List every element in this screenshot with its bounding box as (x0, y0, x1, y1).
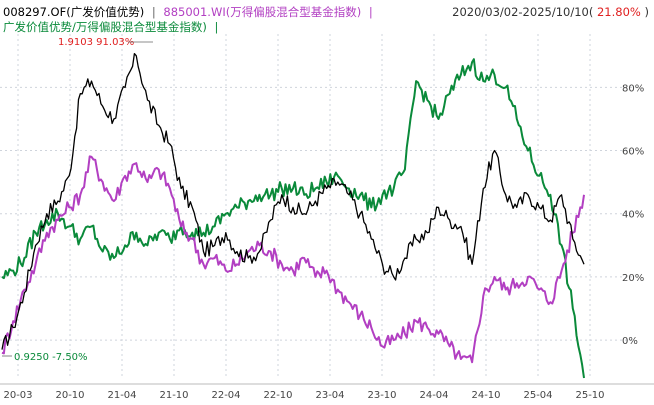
x-tick-label: 22-04 (211, 390, 240, 401)
svg-text:008297.OF(广发价值优势) |: 008297.OF(广发价值优势) | 885001.WI(万得偏股混合型基金指… (3, 5, 373, 19)
y-tick-label: 80% (622, 83, 644, 94)
date-range: 2020/03/02-2025/10/10( 21.80% ) (452, 5, 649, 19)
series-lines (1, 52, 585, 379)
series-line-2 (1, 58, 585, 379)
min-annotation: 0.9250 -7.50% (14, 352, 88, 363)
y-axis-ticks: 0% 20% 40% 60% 80% (622, 83, 644, 347)
series-line-0 (1, 52, 585, 350)
y-tick-label: 60% (622, 147, 644, 158)
x-tick-label: 24-10 (471, 390, 500, 401)
x-tick-label: 25-10 (575, 390, 604, 401)
legend-ratio-label: 广发价值优势/万得偏股混合型基金指数) (3, 20, 207, 34)
date-range-prefix: 2020/03/02-2025/10/10( (452, 5, 593, 19)
x-tick-label: 20-10 (55, 390, 84, 401)
annotations: 1.9103 91.03% 0.9250 -7.50% (2, 37, 153, 363)
svg-text:广发价值优势/万得偏股混合型基金指数) |: 广发价值优势/万得偏股混合型基金指数) | (3, 20, 218, 34)
header: 008297.OF(广发价值优势) | 885001.WI(万得偏股混合型基金指… (3, 5, 649, 34)
x-tick-label: 22-10 (263, 390, 292, 401)
y-tick-label: 40% (622, 210, 644, 221)
x-tick-label: 23-10 (367, 390, 396, 401)
series-line-1 (1, 155, 585, 364)
legend-index-label: 885001.WI(万得偏股混合型基金指数) (163, 5, 361, 19)
date-range-suffix: ) (645, 5, 650, 19)
legend-separator-2: | (369, 5, 373, 19)
x-axis-ticks: 20-03 20-10 21-04 21-10 22-04 22-10 23-04 23-10… (3, 390, 604, 401)
date-range-return: 21.80% (597, 5, 641, 19)
x-tick-label: 23-04 (315, 390, 344, 401)
x-tick-label: 21-10 (159, 390, 188, 401)
y-tick-label: 0% (622, 336, 638, 347)
grid-lines (0, 34, 654, 385)
y-tick-label: 20% (622, 273, 644, 284)
x-tick-label: 20-03 (3, 390, 32, 401)
x-tick-label: 25-04 (523, 390, 552, 401)
max-annotation: 1.9103 91.03% (58, 37, 134, 48)
legend-fund-label: 008297.OF(广发价值优势) (3, 5, 144, 19)
x-tick-label: 21-04 (107, 390, 136, 401)
legend-ratio-separator: | (215, 20, 219, 34)
x-tick-label: 24-04 (419, 390, 448, 401)
legend-separator: | (152, 5, 156, 19)
